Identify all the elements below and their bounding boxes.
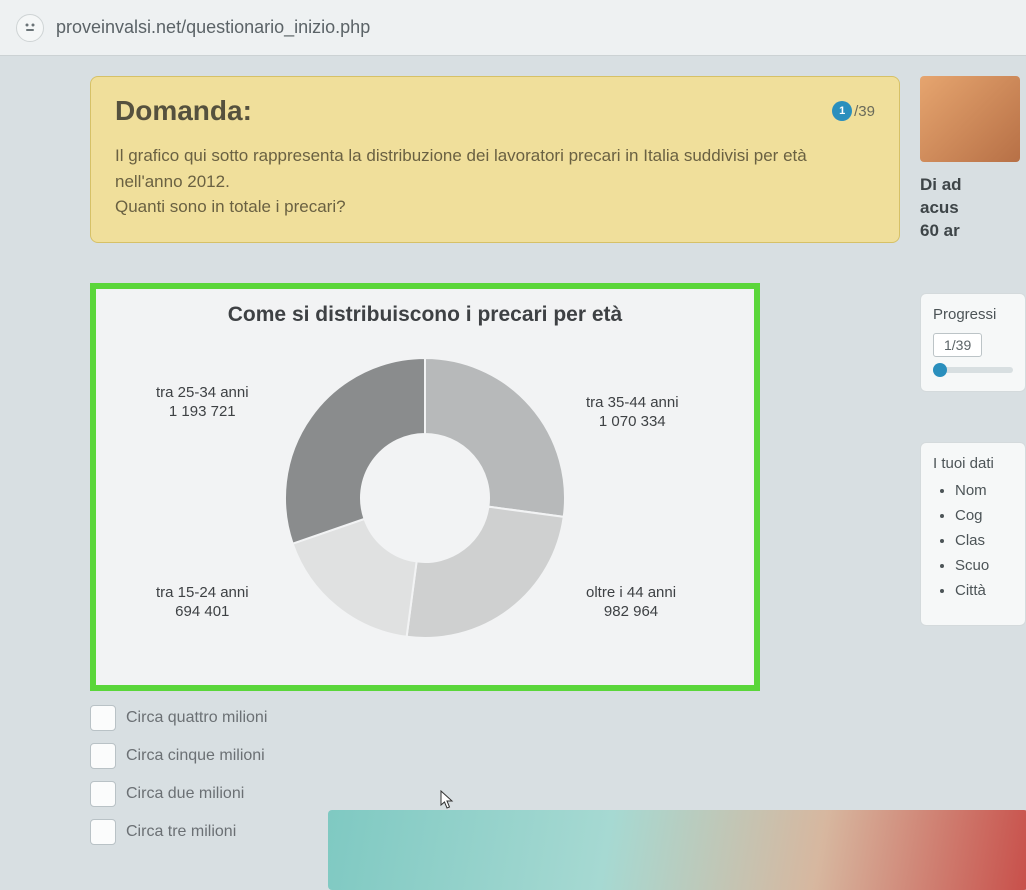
- progress-value: 1/39: [933, 333, 982, 357]
- donut-svg: [275, 348, 575, 648]
- chart-card: Come si distribuiscono i precari per età…: [90, 283, 760, 691]
- segment-label: oltre i 44 anni982 964: [586, 583, 676, 622]
- userdata-item: Cog: [955, 507, 1025, 524]
- question-counter: 1 /39: [832, 101, 875, 121]
- answer-option[interactable]: Circa due milioni: [90, 781, 900, 807]
- progress-panel: Progressi 1/39: [920, 293, 1026, 392]
- answer-label: Circa quattro milioni: [126, 709, 267, 727]
- question-card: Domanda: 1 /39 Il grafico qui sotto rapp…: [90, 76, 900, 243]
- answer-label: Circa tre milioni: [126, 823, 236, 841]
- answer-checkbox[interactable]: [90, 743, 116, 769]
- answer-option[interactable]: Circa cinque milioni: [90, 743, 900, 769]
- chart-title: Come si distribuiscono i precari per età: [116, 303, 734, 327]
- donut-chart: tra 35-44 anni1 070 334 oltre i 44 anni98…: [116, 333, 734, 663]
- browser-url-bar: proveinvalsi.net/questionario_inizio.php: [0, 0, 1026, 56]
- answer-option[interactable]: Circa quattro milioni: [90, 705, 900, 731]
- donut-segment: [425, 358, 565, 517]
- userdata-item: Clas: [955, 532, 1025, 549]
- sidebar-thumbnail[interactable]: [920, 76, 1020, 162]
- question-body: Il grafico qui sotto rappresenta la dist…: [115, 143, 875, 220]
- site-settings-icon[interactable]: [16, 14, 44, 42]
- bottom-ad-image[interactable]: [328, 810, 1026, 890]
- answer-checkbox[interactable]: [90, 705, 116, 731]
- userdata-panel: I tuoi dati Nom Cog Clas Scuo Città: [920, 442, 1026, 626]
- url-text[interactable]: proveinvalsi.net/questionario_inizio.php: [56, 17, 370, 38]
- progress-slider[interactable]: [933, 367, 1013, 373]
- answer-checkbox[interactable]: [90, 819, 116, 845]
- question-body-line1: Il grafico qui sotto rappresenta la dist…: [115, 146, 807, 191]
- donut-segment: [407, 506, 564, 637]
- counter-current-badge: 1: [832, 101, 852, 121]
- progress-slider-thumb[interactable]: [933, 363, 947, 377]
- userdata-item: Scuo: [955, 557, 1025, 574]
- answer-label: Circa cinque milioni: [126, 747, 265, 765]
- answer-checkbox[interactable]: [90, 781, 116, 807]
- question-body-line2: Quanti sono in totale i precari?: [115, 197, 346, 216]
- userdata-title: I tuoi dati: [933, 455, 1025, 472]
- counter-total: /39: [854, 103, 875, 120]
- answer-label: Circa due milioni: [126, 785, 244, 803]
- segment-label: tra 15-24 anni694 401: [156, 583, 249, 622]
- segment-label: tra 35-44 anni1 070 334: [586, 393, 679, 432]
- userdata-item: Città: [955, 582, 1025, 599]
- userdata-item: Nom: [955, 482, 1025, 499]
- progress-title: Progressi: [933, 306, 1025, 323]
- segment-label: tra 25-34 anni1 193 721: [156, 383, 249, 422]
- question-title: Domanda:: [115, 95, 252, 127]
- sidebar-teaser: Di ad acus 60 ar: [920, 174, 1026, 243]
- donut-segment: [285, 358, 425, 544]
